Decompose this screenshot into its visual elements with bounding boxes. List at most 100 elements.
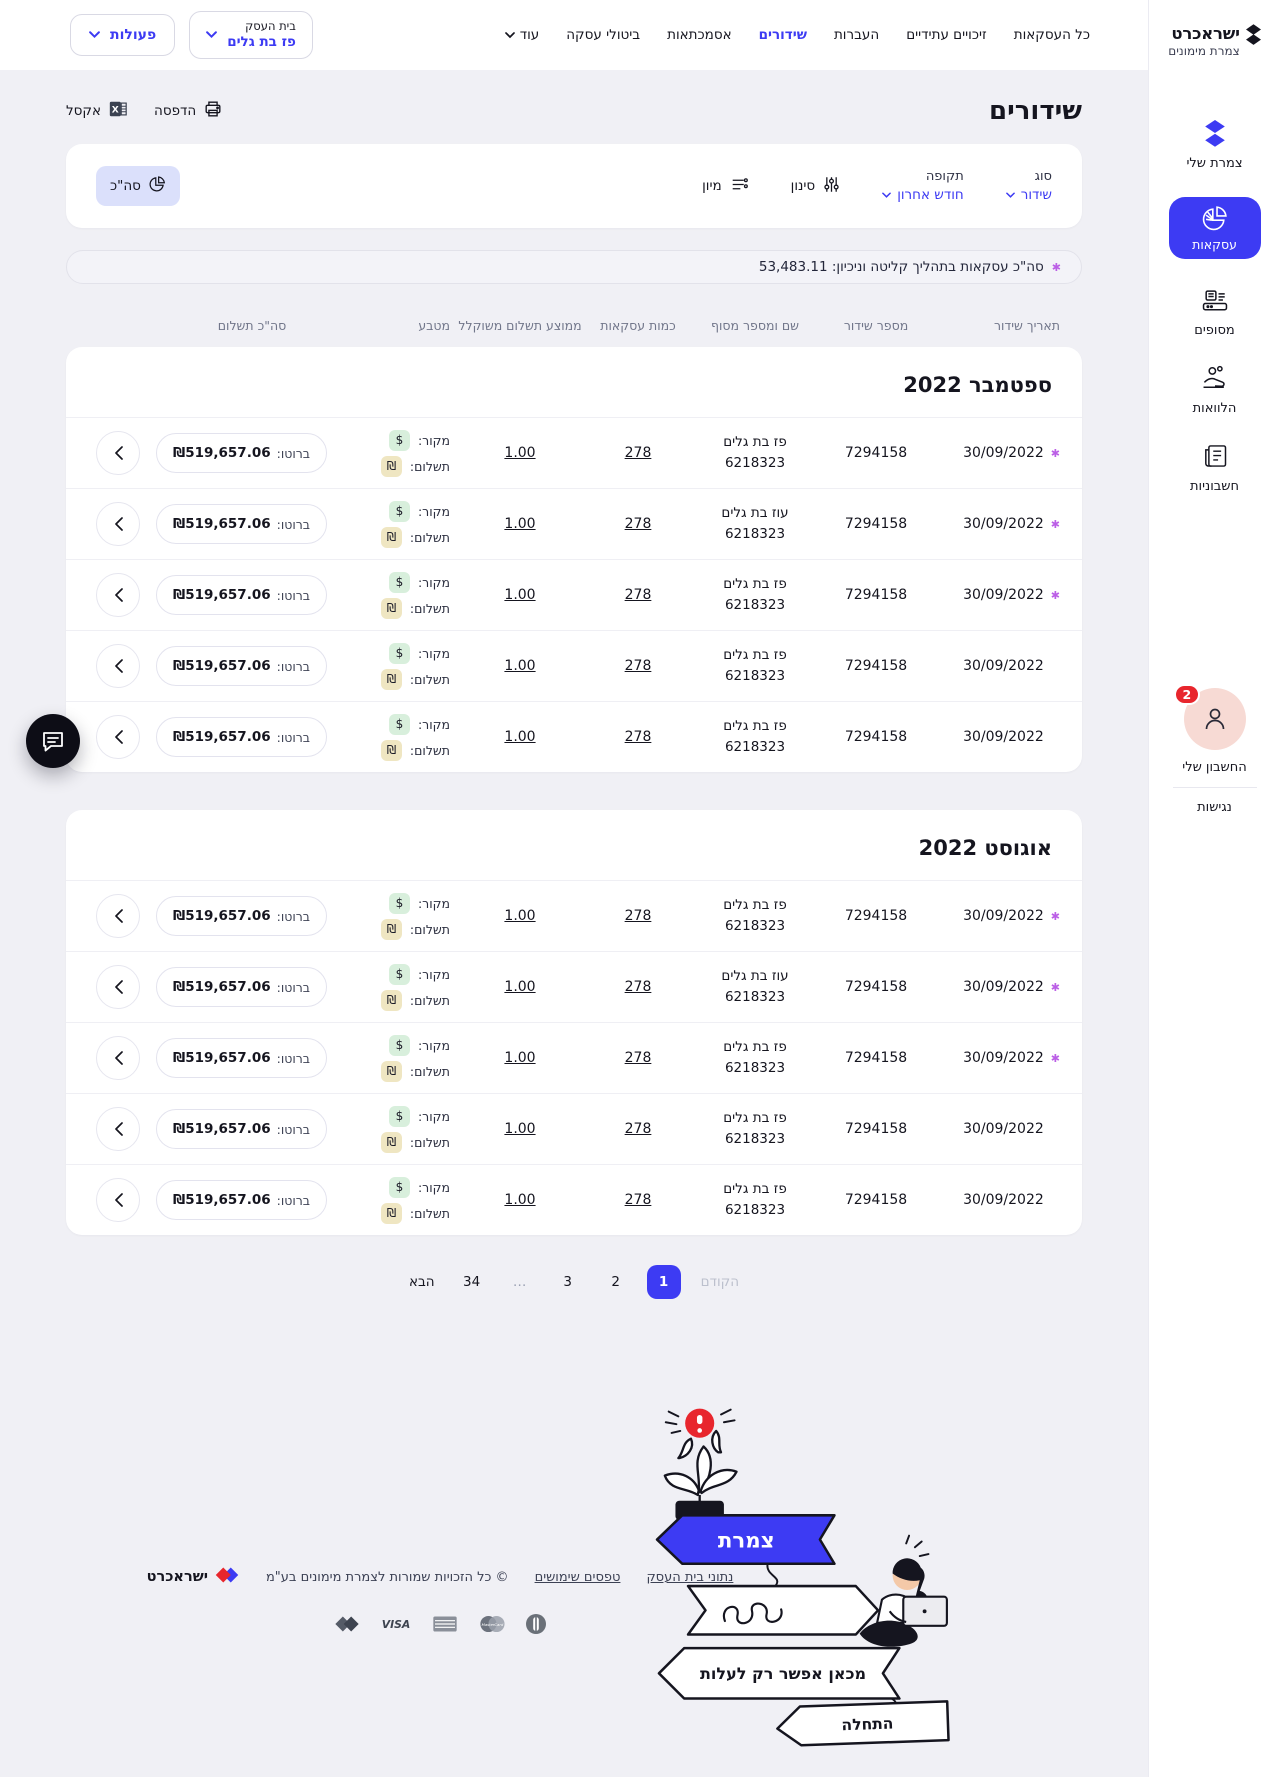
transmission-date: 30/09/2022 bbox=[963, 979, 1044, 995]
expand-row-button[interactable] bbox=[96, 1178, 140, 1222]
transactions-count-link[interactable]: 278 bbox=[624, 908, 652, 924]
sidebar-item-transactions[interactable]: עסקאות bbox=[1168, 197, 1261, 259]
expand-row-button[interactable] bbox=[96, 965, 140, 1009]
pagination-page-2[interactable]: 2 bbox=[599, 1265, 633, 1299]
sort-button[interactable]: מיון bbox=[702, 176, 749, 197]
pagination-page-34[interactable]: 34 bbox=[455, 1265, 489, 1299]
diamonds-icon bbox=[1204, 120, 1225, 151]
notifications-badge: 2 bbox=[1173, 684, 1201, 705]
source-currency-badge: $ bbox=[388, 963, 410, 985]
sidebar-item-invoices[interactable]: חשבוניות bbox=[1190, 442, 1239, 493]
chevron-down-icon bbox=[504, 31, 515, 39]
expand-row-button[interactable] bbox=[96, 431, 140, 475]
average-payment-link[interactable]: 1.00 bbox=[504, 729, 536, 745]
pagination-page-1[interactable]: 1 bbox=[646, 1265, 681, 1299]
flag-asterisk: ✱ bbox=[1050, 517, 1060, 531]
transmission-date: 30/09/2022 bbox=[963, 1192, 1044, 1208]
print-button[interactable]: הדפסה bbox=[154, 99, 223, 123]
cell-transmission-number: 7294158 bbox=[844, 1050, 908, 1066]
average-payment-link[interactable]: 1.00 bbox=[504, 658, 536, 674]
footer-link-forms[interactable]: טפסים שימושים bbox=[534, 1569, 621, 1585]
pagination-previous[interactable]: הקודם bbox=[700, 1274, 740, 1290]
table-header-row: תאריך שידור מספר שידור שם ומספר מסוף כמו… bbox=[66, 318, 1082, 333]
transactions-count-link[interactable]: 278 bbox=[624, 658, 652, 674]
expand-row-button[interactable] bbox=[96, 1107, 140, 1151]
section-rows: ✱ 30/09/2022 7294158 פז בת גלים 6218323 … bbox=[66, 880, 1082, 1235]
average-payment-link[interactable]: 1.00 bbox=[504, 1121, 536, 1137]
transmission-date: 30/09/2022 bbox=[963, 908, 1044, 924]
topnav-future-credits[interactable]: זיכויים עתידיים bbox=[906, 27, 987, 43]
business-selector-button[interactable]: בית העסק פז בת גלים bbox=[189, 11, 313, 59]
col-header-count: כמות עסקאות bbox=[600, 318, 676, 333]
expand-row-button[interactable] bbox=[96, 573, 140, 617]
average-payment-link[interactable]: 1.00 bbox=[504, 979, 536, 995]
transactions-count-link[interactable]: 278 bbox=[624, 729, 652, 745]
cell-transmission-date: ✱ 30/09/2022 bbox=[928, 1121, 1060, 1137]
isracard-color-diamonds-icon bbox=[214, 1566, 240, 1588]
plant bbox=[663, 1429, 738, 1497]
transactions-count-link[interactable]: 278 bbox=[624, 979, 652, 995]
average-payment-link[interactable]: 1.00 bbox=[504, 1192, 536, 1208]
transactions-count-link[interactable]: 278 bbox=[624, 1121, 652, 1137]
topnav-transmissions[interactable]: שידורים bbox=[758, 27, 807, 43]
topnav-cancellations[interactable]: ביטולי עסקה bbox=[566, 27, 641, 43]
topnav-all-transactions[interactable]: כל העסקאות bbox=[1013, 27, 1090, 43]
expand-row-button[interactable] bbox=[96, 1036, 140, 1080]
excel-export-button[interactable]: X אקסל bbox=[66, 99, 128, 123]
average-payment-link[interactable]: 1.00 bbox=[504, 587, 536, 603]
transactions-count-link[interactable]: 278 bbox=[624, 587, 652, 603]
expand-row-button[interactable] bbox=[96, 715, 140, 759]
gross-value: ₪519,657.06 bbox=[173, 908, 271, 924]
source-currency-badge: $ bbox=[388, 713, 410, 735]
accessibility-link[interactable]: נגישות bbox=[1197, 800, 1232, 815]
sidebar-item-tzameret-sheli[interactable]: צמרת שלי bbox=[1186, 120, 1243, 170]
source-currency-badge: $ bbox=[388, 1105, 410, 1127]
average-payment-link[interactable]: 1.00 bbox=[504, 908, 536, 924]
gross-value: ₪519,657.06 bbox=[173, 1050, 271, 1066]
filter-button[interactable]: סינון bbox=[791, 176, 841, 197]
transactions-count-link[interactable]: 278 bbox=[624, 445, 652, 461]
transactions-count-link[interactable]: 278 bbox=[624, 516, 652, 532]
sign-doodle bbox=[686, 1584, 880, 1636]
topnav-more[interactable]: עוד bbox=[504, 27, 539, 43]
average-payment-link[interactable]: 1.00 bbox=[504, 1050, 536, 1066]
svg-text:צמרת: צמרת bbox=[718, 1528, 775, 1553]
gross-value: ₪519,657.06 bbox=[173, 445, 271, 461]
expand-row-button[interactable] bbox=[96, 644, 140, 688]
cell-currency: מקור: $ תשלום: ₪ bbox=[348, 963, 450, 1011]
topnav-references[interactable]: אסמכתאות bbox=[667, 27, 732, 43]
sliders-icon bbox=[823, 176, 840, 197]
type-filter-dropdown[interactable]: סוג שידור bbox=[1005, 169, 1052, 203]
terminal-name: פז בת גלים bbox=[723, 897, 787, 914]
topnav: כל העסקאות זיכויים עתידיים העברות שידורי… bbox=[504, 27, 1090, 43]
total-toggle-button[interactable]: סה"כ bbox=[96, 166, 180, 206]
sidebar-item-terminals[interactable]: מסופים bbox=[1194, 286, 1235, 337]
my-account-label[interactable]: החשבון שלי bbox=[1182, 760, 1247, 775]
pagination-next[interactable]: הבא bbox=[408, 1274, 435, 1290]
cell-transmission-date: ✱ 30/09/2022 bbox=[928, 979, 1060, 995]
average-payment-link[interactable]: 1.00 bbox=[504, 516, 536, 532]
pagination-page-3[interactable]: 3 bbox=[551, 1265, 585, 1299]
sidebar-item-label: הלוואות bbox=[1192, 401, 1237, 416]
footer-link-business-data[interactable]: נתוני בית העסק bbox=[646, 1569, 734, 1585]
sidebar-item-loans[interactable]: הלוואות bbox=[1192, 364, 1237, 416]
transactions-count-link[interactable]: 278 bbox=[624, 1192, 652, 1208]
topnav-transfers[interactable]: העברות bbox=[833, 27, 880, 43]
terminal-number: 6218323 bbox=[724, 1131, 786, 1147]
expand-row-button[interactable] bbox=[96, 502, 140, 546]
period-filter-dropdown[interactable]: תקופה חודש אחרון bbox=[882, 169, 964, 203]
transactions-count-link[interactable]: 278 bbox=[624, 1050, 652, 1066]
actions-button[interactable]: פעולות bbox=[70, 14, 176, 56]
payment-currency-label: תשלום: bbox=[409, 458, 450, 474]
pagination-ellipsis: … bbox=[503, 1265, 537, 1299]
cell-transmission-date: ✱ 30/09/2022 bbox=[928, 1050, 1060, 1066]
chat-button[interactable] bbox=[26, 714, 80, 768]
payment-currency-label: תשלום: bbox=[409, 921, 450, 937]
gross-label: ברוטו: bbox=[276, 1192, 311, 1208]
average-payment-link[interactable]: 1.00 bbox=[504, 445, 536, 461]
source-currency-label: מקור: bbox=[417, 1179, 450, 1195]
table-row: ✱ 30/09/2022 7294158 עוז בת גלים 6218323… bbox=[66, 951, 1082, 1022]
gross-label: ברוטו: bbox=[276, 908, 311, 924]
payment-currency-label: תשלום: bbox=[409, 529, 450, 545]
expand-row-button[interactable] bbox=[96, 894, 140, 938]
